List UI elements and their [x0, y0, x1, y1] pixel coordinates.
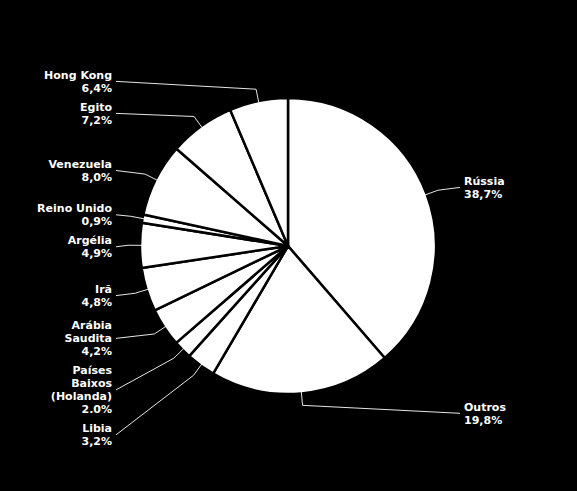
slice-label-line: Baixos — [71, 377, 112, 390]
data-label: 4,2% — [81, 345, 112, 358]
background — [0, 0, 577, 491]
data-label: 3,2% — [81, 435, 112, 448]
slice-label-line: (Holanda) — [51, 390, 112, 403]
slices — [140, 98, 436, 394]
slice-label-line: Argélia — [68, 234, 112, 247]
slice-label-line: Países — [72, 364, 112, 377]
leader-line — [116, 289, 149, 295]
data-label: 4,9% — [81, 247, 112, 260]
slice-label-line: Saudita — [64, 332, 112, 345]
slice-label: Outros — [464, 401, 506, 414]
data-label: 7,2% — [81, 114, 112, 127]
chart-container: Rússia38,7% Outros19,8% Libia3,2% PaísesBai… — [0, 0, 577, 491]
slice-label-line: Reino Unido — [37, 202, 112, 215]
leader-line — [116, 215, 145, 219]
slice-label-line: Rússia — [464, 175, 505, 188]
data-label: 4,8% — [81, 296, 112, 309]
pie-slice — [230, 98, 288, 246]
pie-chart: Rússia38,7% Outros19,8% Libia3,2% PaísesBai… — [0, 0, 577, 491]
leader-line — [116, 245, 142, 247]
leader-line — [116, 171, 158, 181]
data-label: 8,0% — [81, 171, 112, 184]
slice-label: Libia — [82, 422, 112, 435]
data-label: 38,7% — [464, 188, 502, 201]
page: {"chart_data": {"type": "pie", "categori… — [0, 0, 577, 491]
leader-line — [116, 81, 259, 103]
leader-line — [425, 187, 460, 195]
leader-line — [116, 326, 166, 338]
slice-label-line: Irã — [95, 283, 112, 296]
data-label: 19,8% — [464, 414, 502, 427]
data-label: 2.0% — [81, 403, 112, 416]
slice-label: Rússia — [464, 175, 505, 188]
slice-label: Egito — [80, 101, 112, 114]
slice-label: Reino Unido — [37, 202, 112, 215]
slice-label: Venezuela — [48, 158, 112, 171]
slice-label-line: Arábia — [72, 319, 112, 332]
slice-label-line: Venezuela — [48, 158, 112, 171]
slice-label: Argélia — [68, 234, 112, 247]
slice-label-line: Libia — [82, 422, 112, 435]
leader-line — [301, 391, 460, 413]
slice-label: Hong Kong — [44, 69, 112, 82]
slice-label-line: Egito — [80, 101, 112, 114]
slice-label-line: Hong Kong — [44, 69, 112, 82]
leader-line — [116, 113, 202, 127]
labels: Rússia38,7% Outros19,8% Libia3,2% PaísesBai… — [37, 69, 506, 448]
leader-line — [116, 348, 184, 390]
data-label: 6,4% — [81, 82, 112, 95]
slice-label-line: Outros — [464, 401, 506, 414]
slice-label: Irã — [95, 283, 112, 296]
slice-label: ArábiaSaudita — [64, 319, 112, 345]
leader-line — [116, 364, 202, 435]
data-label: 0,9% — [81, 215, 112, 228]
slice-label: PaísesBaixos(Holanda) — [51, 364, 113, 403]
